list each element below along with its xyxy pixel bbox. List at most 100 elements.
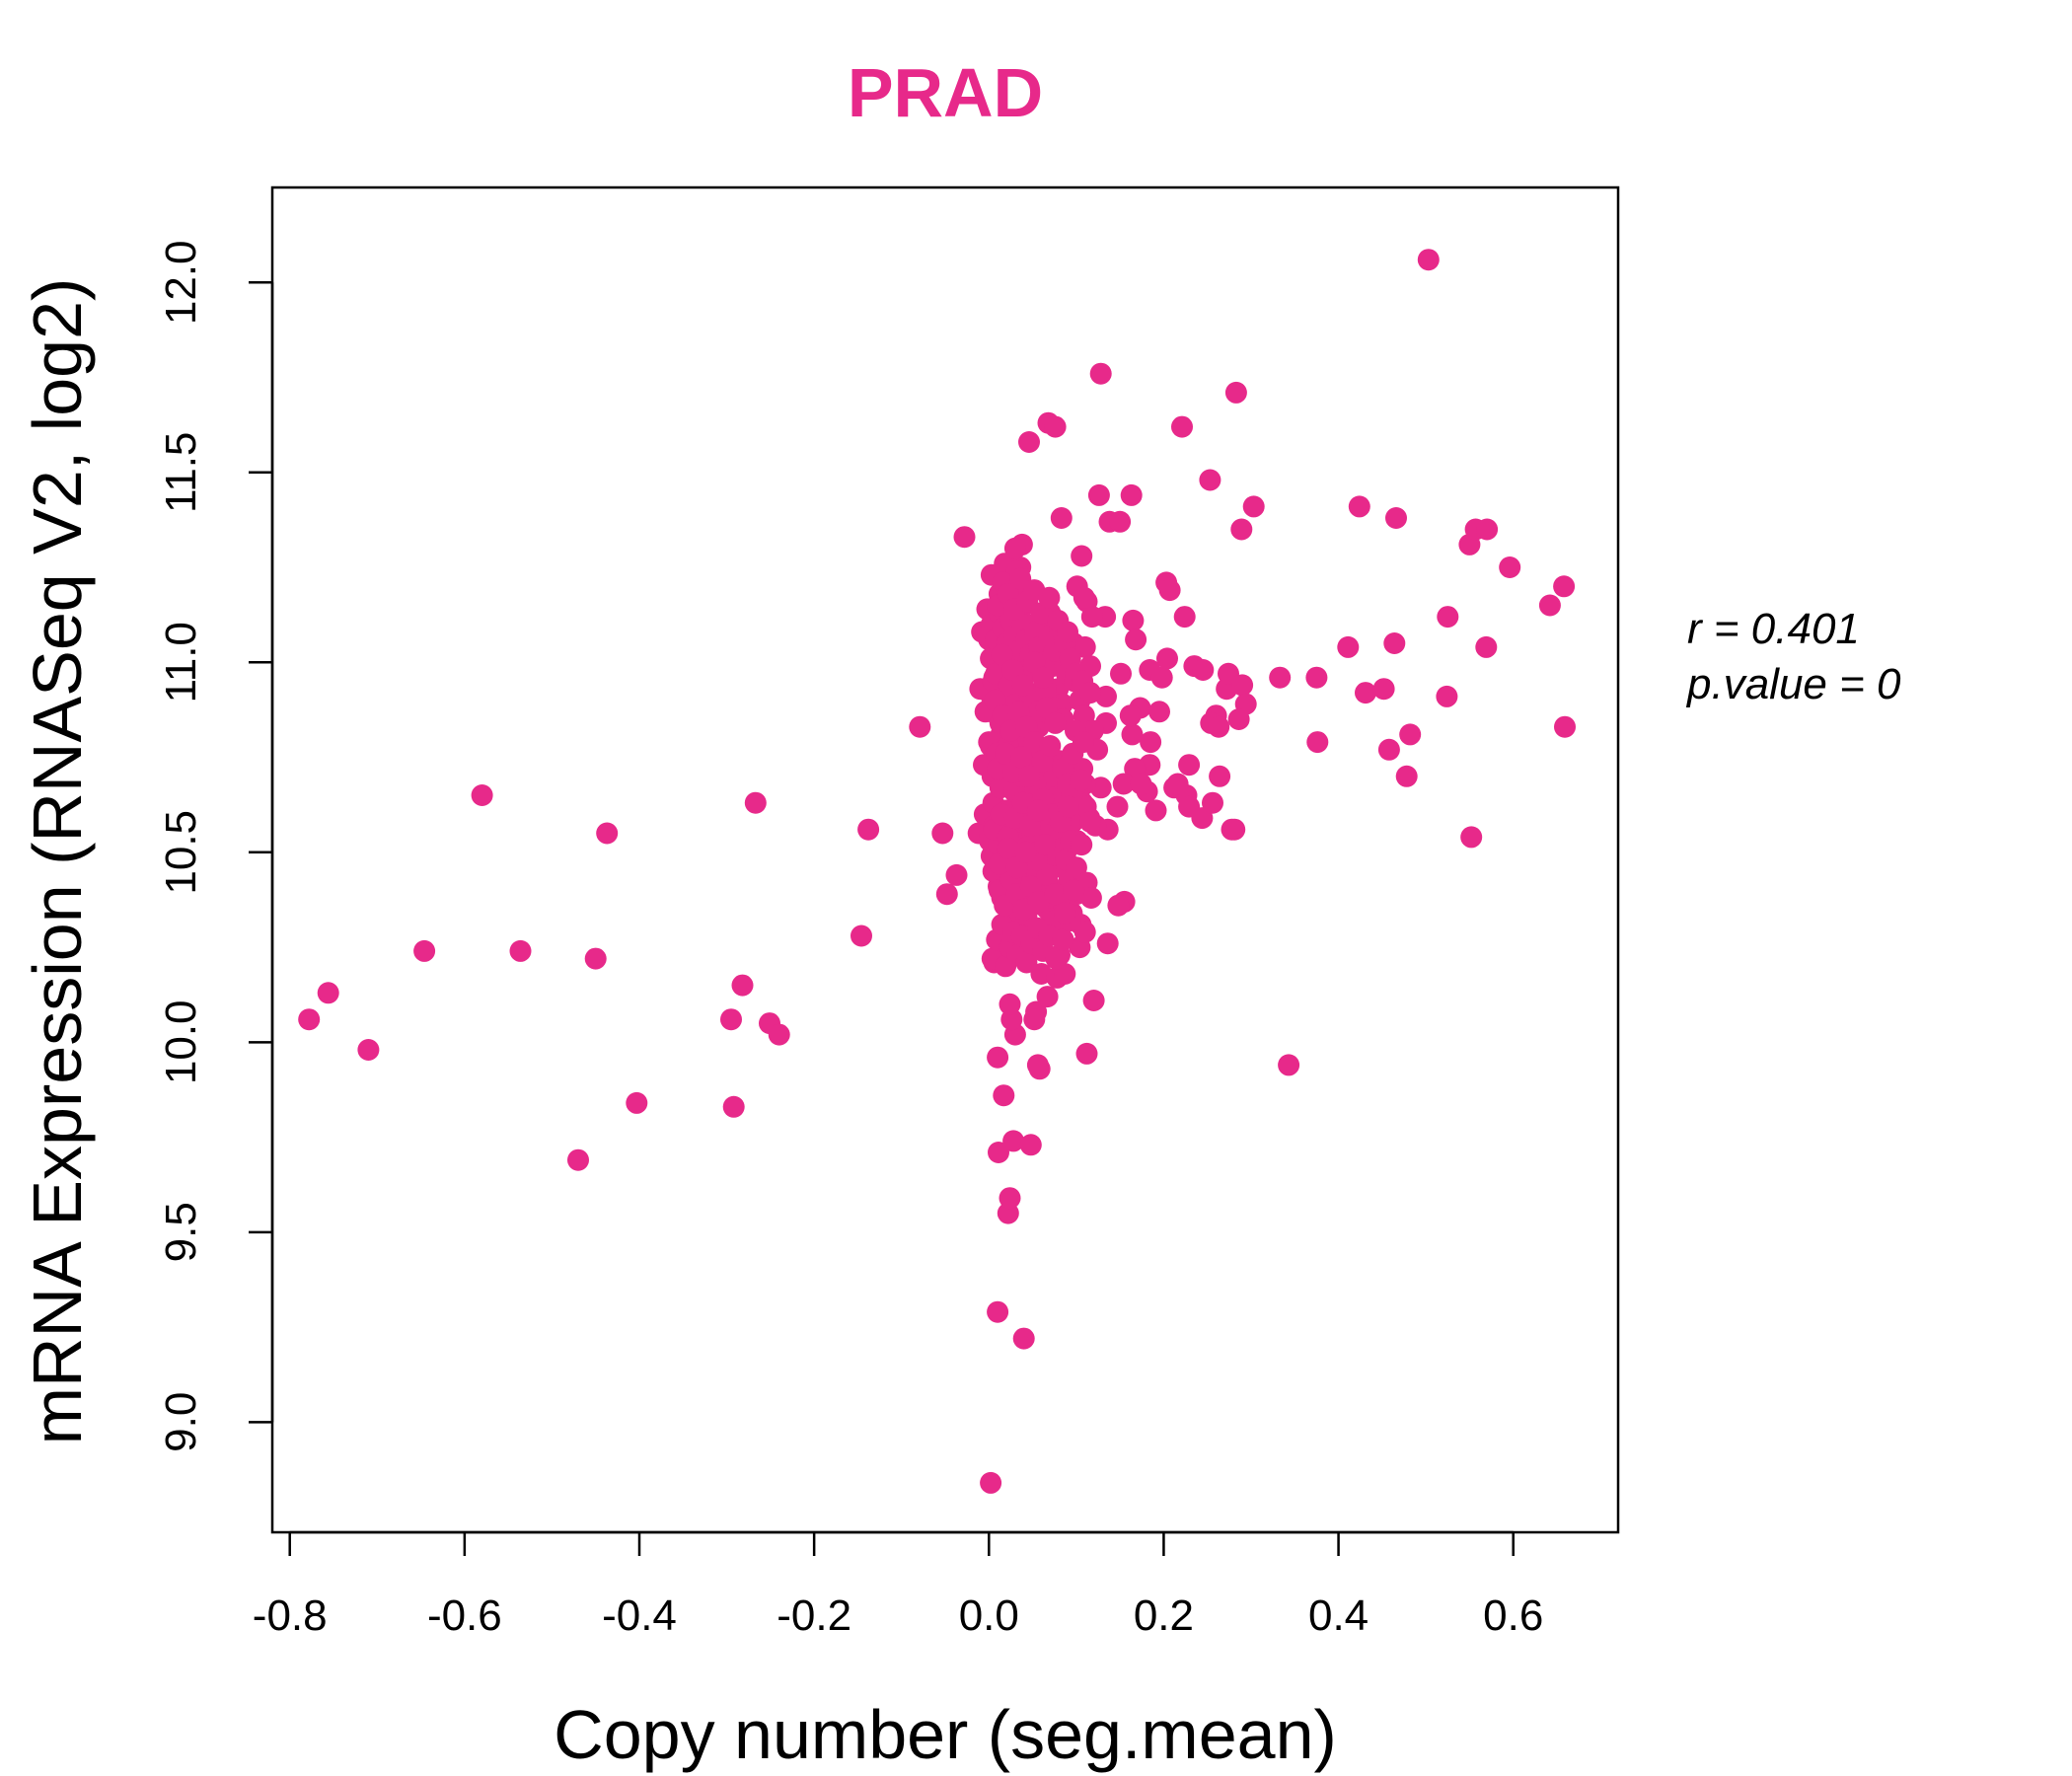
data-point <box>1119 704 1142 727</box>
data-point <box>1231 674 1254 697</box>
x-tick-label: 0.0 <box>959 1591 1019 1640</box>
data-point <box>1372 678 1395 701</box>
data-point <box>744 791 767 814</box>
data-point <box>1178 754 1201 777</box>
data-point <box>1554 715 1576 738</box>
x-tick-label: -0.2 <box>777 1591 851 1640</box>
data-point <box>1499 556 1521 578</box>
data-point <box>1199 469 1221 491</box>
data-point <box>1171 415 1193 438</box>
data-point <box>317 982 339 1004</box>
data-point <box>1395 765 1418 787</box>
data-point <box>999 1187 1021 1210</box>
data-point <box>1054 902 1076 925</box>
data-point <box>1073 586 1095 609</box>
data-point <box>851 925 872 947</box>
data-point <box>1475 635 1498 658</box>
data-point <box>1036 863 1059 886</box>
y-axis-label: mRNA Expression (RNASeq V2, log2) <box>19 278 96 1445</box>
data-point <box>1337 635 1360 658</box>
data-points <box>298 249 1576 1494</box>
data-point <box>1553 575 1576 598</box>
data-point <box>1036 986 1059 1008</box>
data-point <box>1208 715 1230 738</box>
data-point <box>1109 510 1132 533</box>
data-point <box>1057 795 1079 818</box>
data-point <box>731 974 754 997</box>
data-point <box>1355 682 1376 704</box>
data-point <box>1121 723 1144 746</box>
data-point <box>1039 735 1062 757</box>
data-point <box>1044 711 1067 734</box>
data-point <box>1110 662 1132 685</box>
data-point <box>1034 834 1056 856</box>
data-point <box>1209 765 1231 787</box>
y-tick-label: 10.5 <box>157 810 205 895</box>
data-point <box>1348 495 1370 518</box>
data-point <box>1012 1327 1035 1350</box>
data-point <box>953 526 976 549</box>
data-point <box>1221 818 1243 841</box>
y-tick-label: 11.5 <box>157 432 205 513</box>
data-point <box>987 1300 1009 1323</box>
data-point <box>1173 606 1196 629</box>
data-point <box>1305 666 1328 689</box>
data-point <box>1140 731 1162 754</box>
data-point <box>1063 879 1085 902</box>
data-point <box>1082 990 1105 1011</box>
data-point <box>1027 890 1050 913</box>
x-axis-label: Copy number (seg.mean) <box>554 1696 1337 1773</box>
data-point <box>935 883 958 906</box>
x-tick-label: 0.6 <box>1483 1591 1543 1640</box>
data-point <box>1269 666 1292 689</box>
data-point <box>1191 807 1214 830</box>
data-point <box>1011 674 1034 697</box>
data-point <box>1107 894 1130 917</box>
data-point <box>1383 632 1406 654</box>
data-point <box>1079 682 1101 704</box>
data-point <box>1065 856 1087 879</box>
data-point <box>1122 609 1145 631</box>
chart-title: PRAD <box>848 54 1043 131</box>
plot-frame <box>270 185 1620 1534</box>
data-point <box>1018 431 1040 453</box>
data-point <box>1001 659 1024 681</box>
data-point <box>1306 731 1329 754</box>
data-point <box>1002 1130 1025 1152</box>
data-point <box>720 1008 742 1031</box>
y-tick-label: 9.0 <box>157 1392 205 1452</box>
data-point <box>997 837 1019 859</box>
x-tick-label: 0.4 <box>1308 1591 1369 1640</box>
x-tick-label: -0.4 <box>602 1591 677 1640</box>
data-point <box>722 1095 745 1118</box>
y-tick-label: 11.0 <box>157 622 205 703</box>
data-point <box>1038 586 1061 609</box>
data-point <box>1015 951 1038 974</box>
data-point <box>1476 518 1499 541</box>
data-point <box>1050 507 1073 529</box>
data-point <box>1075 1042 1098 1065</box>
data-point <box>931 822 954 845</box>
data-point <box>909 715 931 738</box>
data-point <box>1436 685 1458 707</box>
y-tick-label: 10.0 <box>157 999 205 1084</box>
y-axis: 9.0 9.5 10.0 10.5 11.0 11.5 12.0 <box>157 240 274 1452</box>
x-tick-label: -0.8 <box>253 1591 328 1640</box>
data-point <box>1003 537 1026 559</box>
data-point <box>1019 1134 1042 1156</box>
data-point <box>1072 731 1094 754</box>
data-point <box>1120 483 1143 506</box>
data-point <box>596 822 619 845</box>
data-point <box>584 947 607 970</box>
data-point <box>1148 701 1170 723</box>
data-point <box>987 1046 1009 1069</box>
data-point <box>1071 545 1093 567</box>
data-point <box>1399 723 1422 746</box>
data-point <box>1057 621 1078 643</box>
data-point <box>567 1148 589 1171</box>
data-point <box>1070 769 1092 791</box>
data-point <box>1125 629 1147 651</box>
data-point <box>857 818 880 841</box>
data-point <box>1166 773 1189 795</box>
p-value: p.value = 0 <box>1685 660 1901 708</box>
